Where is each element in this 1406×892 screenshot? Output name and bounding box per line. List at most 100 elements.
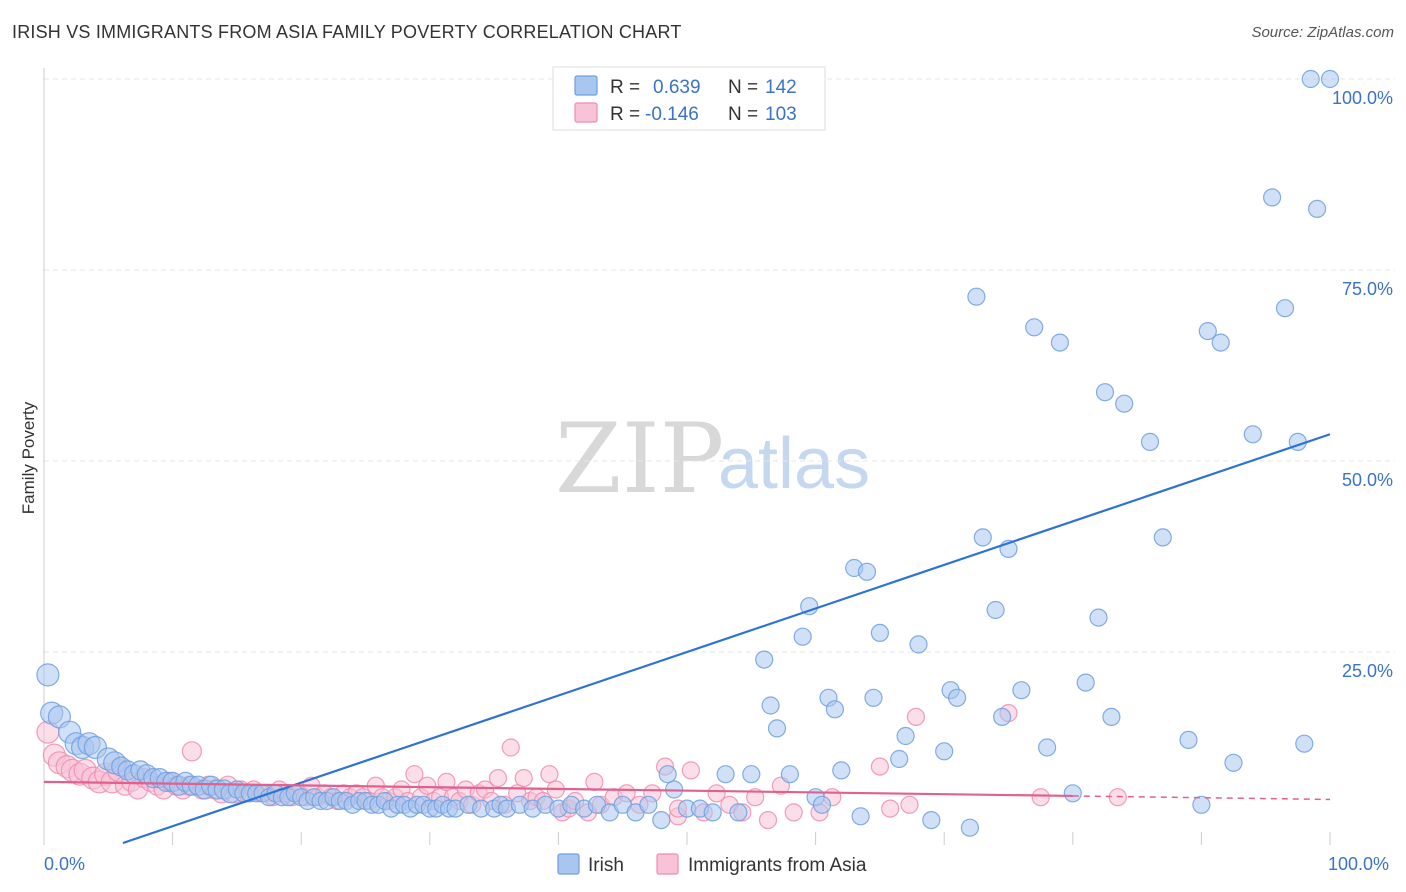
y-tick-label-100: 100.0%	[1332, 88, 1393, 108]
irish-point	[1025, 318, 1044, 337]
irish-point	[1320, 69, 1340, 89]
irish-point	[1102, 707, 1121, 727]
asia-trend-line	[43, 780, 1073, 798]
irish-point	[1179, 730, 1198, 750]
irish-point	[1262, 188, 1282, 207]
irish-point	[896, 726, 915, 746]
irish-point	[1243, 425, 1262, 444]
irish-point	[864, 688, 883, 707]
irish-point	[1140, 432, 1160, 451]
irish-point	[761, 696, 780, 715]
irish-point	[812, 795, 832, 814]
asia-point	[418, 776, 437, 795]
irish-point	[36, 663, 60, 687]
irish-point	[1115, 394, 1134, 413]
y-tick-label-75: 75.0%	[1342, 279, 1393, 299]
irish-point	[1307, 199, 1327, 218]
asia-point	[540, 765, 559, 784]
watermark: ZIP atlas	[555, 403, 870, 515]
asia-point	[758, 810, 778, 830]
stats-n-value-irish: 142	[765, 77, 797, 98]
y-axis-label: Family Poverty	[19, 401, 38, 514]
irish-point	[1076, 673, 1095, 692]
asia-point	[870, 757, 890, 776]
irish-point	[1275, 299, 1295, 318]
legend-irish-swatch[interactable]	[557, 853, 580, 875]
irish-point	[1063, 784, 1082, 803]
stats-r-label-irish: R =	[610, 77, 640, 98]
asia-point	[881, 799, 900, 818]
gridlines	[44, 78, 1395, 653]
x-tick-label-max: 100.0%	[1328, 854, 1389, 874]
irish-point	[1012, 681, 1031, 700]
asia-point	[900, 795, 919, 814]
irish-point	[1224, 753, 1243, 772]
asia-point	[585, 772, 604, 792]
asia-point	[784, 803, 803, 822]
asia-point	[1031, 788, 1050, 807]
irish-point	[832, 761, 851, 780]
irish-point	[1037, 738, 1057, 757]
x-axis-ticks	[43, 832, 1331, 845]
stats-r-value-asia: -0.146	[645, 104, 699, 125]
irish-point	[1295, 734, 1314, 753]
stats-r-label-asia: R =	[610, 104, 640, 125]
stats-n-value-asia: 103	[765, 104, 797, 125]
irish-point	[1211, 333, 1230, 352]
irish-point	[992, 707, 1012, 727]
series-legend: Irish Immigrants from Asia	[557, 853, 867, 876]
asia-point	[707, 784, 726, 803]
asia-point	[181, 741, 202, 762]
irish-point	[639, 795, 658, 814]
page-title: IRISH VS IMMIGRANTS FROM ASIA FAMILY POV…	[12, 22, 682, 42]
irish-point	[1198, 322, 1217, 341]
irish-point	[658, 765, 677, 784]
stats-legend-irish-swatch	[574, 75, 598, 96]
irish-point	[1095, 383, 1115, 402]
stats-n-label-irish: N =	[728, 77, 758, 98]
asia-point	[437, 772, 456, 792]
irish-point	[947, 688, 967, 707]
irish-point	[870, 623, 890, 643]
source-label: Source: ZipAtlas.com	[1251, 24, 1394, 41]
asia-point	[488, 768, 508, 788]
irish-point	[1153, 528, 1172, 547]
irish-point	[935, 742, 954, 761]
irish-point	[703, 803, 722, 822]
irish-point	[742, 765, 761, 784]
asia-point	[746, 788, 765, 807]
asia-point	[514, 768, 533, 788]
irish-point	[1089, 608, 1108, 627]
irish-point	[909, 635, 928, 654]
irish-point	[1192, 795, 1211, 814]
irish-point	[857, 562, 877, 581]
y-tick-label-25: 25.0%	[1342, 661, 1393, 681]
stats-legend-asia-swatch	[574, 102, 598, 123]
irish-point	[1301, 69, 1320, 89]
trend-lines	[43, 433, 1331, 845]
stats-legend-box	[552, 66, 826, 131]
stats-n-label-asia: N =	[728, 104, 758, 125]
x-tick-label-min: 0.0%	[44, 854, 85, 874]
irish-point	[973, 528, 992, 547]
irish-point	[755, 650, 774, 669]
irish-point	[767, 719, 787, 738]
legend-asia-label[interactable]: Immigrants from Asia	[688, 855, 867, 876]
irish-point	[922, 810, 941, 830]
irish-point	[716, 765, 735, 784]
irish-trend-line	[122, 433, 1331, 845]
irish-point	[1050, 333, 1070, 352]
asia-trend-line-extension	[1072, 795, 1331, 801]
irish-point	[986, 600, 1005, 620]
irish-point	[851, 807, 870, 826]
irish-point	[890, 749, 909, 769]
watermark-zip: ZIP	[555, 403, 724, 515]
irish-point	[967, 287, 986, 306]
legend-asia-swatch[interactable]	[656, 853, 679, 875]
irish-point	[652, 810, 671, 830]
y-tick-labels: 25.0% 50.0% 75.0% 100.0%	[1332, 88, 1393, 681]
irish-point	[729, 803, 748, 822]
legend-irish-label[interactable]: Irish	[588, 855, 624, 876]
